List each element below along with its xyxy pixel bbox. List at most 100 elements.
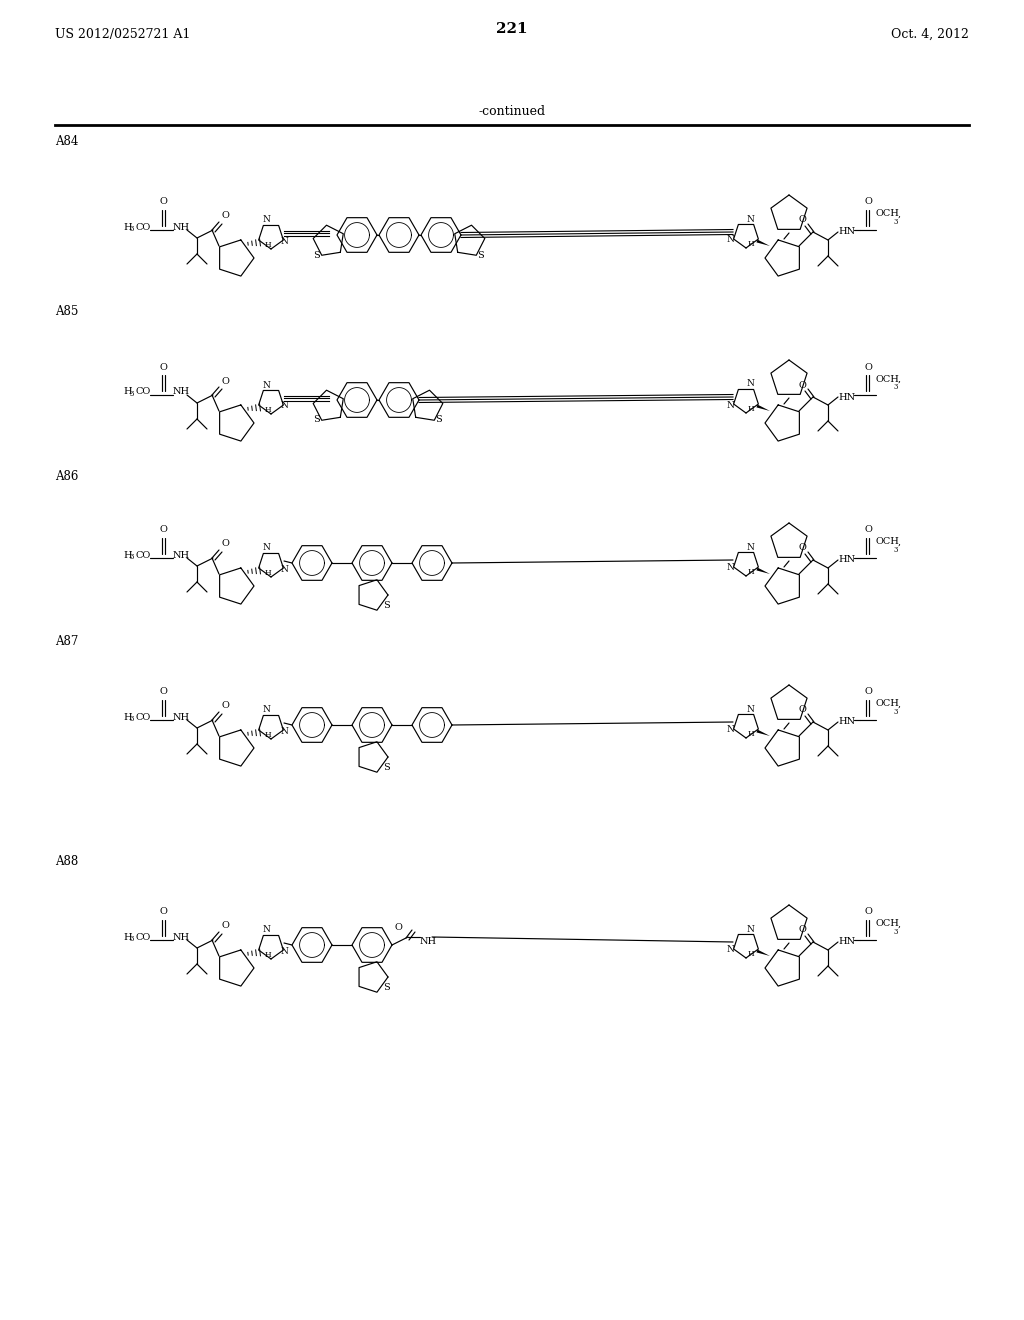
Text: CO: CO <box>135 713 151 722</box>
Text: OCH: OCH <box>876 210 900 219</box>
Text: CO: CO <box>135 550 151 560</box>
Text: H: H <box>123 713 132 722</box>
Text: 3: 3 <box>894 383 898 391</box>
Text: ,: , <box>898 375 901 384</box>
Text: O: O <box>159 525 167 535</box>
Text: H: H <box>264 569 271 577</box>
Text: NH: NH <box>420 937 437 946</box>
Text: O: O <box>221 540 229 549</box>
Text: N: N <box>280 401 288 411</box>
Text: H: H <box>123 223 132 231</box>
Text: O: O <box>159 688 167 697</box>
Text: O: O <box>221 921 229 931</box>
Text: H: H <box>748 950 755 958</box>
Text: O: O <box>864 688 872 697</box>
Text: S: S <box>383 982 389 991</box>
Text: O: O <box>864 525 872 535</box>
Polygon shape <box>757 240 770 246</box>
Text: OCH: OCH <box>876 920 900 928</box>
Text: 3: 3 <box>130 224 134 234</box>
Text: H: H <box>264 950 271 960</box>
Text: N: N <box>262 544 270 553</box>
Text: S: S <box>383 601 389 610</box>
Text: 3: 3 <box>894 928 898 936</box>
Text: N: N <box>262 380 270 389</box>
Text: A84: A84 <box>55 135 79 148</box>
Text: 3: 3 <box>894 546 898 554</box>
Text: NH: NH <box>173 388 190 396</box>
Text: 221: 221 <box>497 22 527 36</box>
Text: H: H <box>123 932 132 941</box>
Text: O: O <box>798 544 806 553</box>
Text: HN: HN <box>838 937 855 946</box>
Text: O: O <box>159 198 167 206</box>
Text: OCH: OCH <box>876 700 900 709</box>
Text: S: S <box>477 251 484 260</box>
Text: O: O <box>798 215 806 224</box>
Polygon shape <box>757 568 770 574</box>
Text: CO: CO <box>135 223 151 231</box>
Text: S: S <box>383 763 389 771</box>
Text: OCH: OCH <box>876 375 900 384</box>
Text: CO: CO <box>135 932 151 941</box>
Text: S: S <box>435 416 442 425</box>
Text: N: N <box>280 565 288 573</box>
Text: O: O <box>864 363 872 371</box>
Text: O: O <box>221 211 229 220</box>
Text: HN: HN <box>838 392 855 401</box>
Text: O: O <box>159 908 167 916</box>
Text: N: N <box>726 726 734 734</box>
Text: A85: A85 <box>55 305 79 318</box>
Text: ,: , <box>898 537 901 546</box>
Text: N: N <box>726 945 734 954</box>
Text: N: N <box>262 215 270 224</box>
Text: HN: HN <box>838 227 855 236</box>
Text: S: S <box>313 416 321 425</box>
Text: A88: A88 <box>55 855 78 869</box>
Text: H: H <box>123 550 132 560</box>
Text: ,: , <box>898 700 901 709</box>
Polygon shape <box>757 949 770 956</box>
Text: 3: 3 <box>130 389 134 399</box>
Text: N: N <box>280 236 288 246</box>
Text: N: N <box>280 946 288 956</box>
Polygon shape <box>757 405 770 411</box>
Text: N: N <box>262 925 270 935</box>
Text: HN: HN <box>838 718 855 726</box>
Text: O: O <box>221 701 229 710</box>
Text: A86: A86 <box>55 470 79 483</box>
Text: N: N <box>746 380 754 388</box>
Text: HN: HN <box>838 556 855 565</box>
Text: O: O <box>864 198 872 206</box>
Text: NH: NH <box>173 223 190 231</box>
Text: A87: A87 <box>55 635 79 648</box>
Text: N: N <box>746 214 754 223</box>
Polygon shape <box>757 730 770 737</box>
Text: H: H <box>264 731 271 739</box>
Text: N: N <box>726 400 734 409</box>
Text: ,: , <box>898 210 901 219</box>
Text: NH: NH <box>173 932 190 941</box>
Text: N: N <box>726 235 734 244</box>
Text: O: O <box>221 376 229 385</box>
Text: -continued: -continued <box>478 106 546 117</box>
Text: 3: 3 <box>894 708 898 715</box>
Text: N: N <box>746 543 754 552</box>
Text: H: H <box>748 240 755 248</box>
Text: OCH: OCH <box>876 537 900 546</box>
Text: O: O <box>798 705 806 714</box>
Text: 3: 3 <box>130 553 134 561</box>
Text: ,: , <box>898 920 901 928</box>
Text: US 2012/0252721 A1: US 2012/0252721 A1 <box>55 28 190 41</box>
Text: N: N <box>746 705 754 714</box>
Text: 3: 3 <box>130 935 134 942</box>
Text: NH: NH <box>173 713 190 722</box>
Text: O: O <box>864 908 872 916</box>
Text: CO: CO <box>135 388 151 396</box>
Text: N: N <box>726 564 734 573</box>
Text: 3: 3 <box>894 218 898 226</box>
Text: H: H <box>264 242 271 249</box>
Text: N: N <box>262 705 270 714</box>
Text: H: H <box>264 407 271 414</box>
Text: H: H <box>748 405 755 413</box>
